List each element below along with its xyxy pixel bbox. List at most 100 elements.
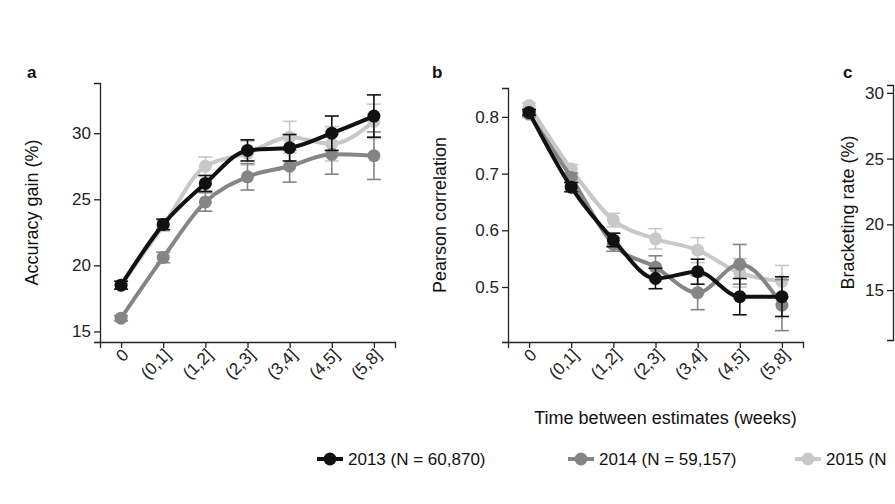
error-bar-cap bbox=[775, 276, 789, 278]
tick-label: (1,2] bbox=[587, 345, 624, 382]
point bbox=[775, 290, 788, 303]
error-bar bbox=[198, 176, 212, 192]
tick-mark bbox=[655, 342, 656, 348]
point bbox=[367, 110, 380, 123]
plot-area bbox=[114, 95, 381, 325]
error-bar bbox=[691, 238, 705, 263]
panel-label: b bbox=[432, 63, 442, 82]
x-axis: 0(0,1](1,2](2,3](3,4](4,5](5,8] bbox=[509, 342, 804, 383]
error-bar-cap bbox=[325, 173, 339, 175]
panel-label: c bbox=[843, 63, 852, 82]
tick-mark bbox=[740, 342, 741, 348]
point bbox=[649, 232, 662, 245]
point bbox=[607, 214, 620, 227]
legend: 2013 (N = 60,870)2014 (N = 59,157)2015 (… bbox=[317, 450, 886, 469]
tick-label: (2,3] bbox=[221, 345, 258, 382]
tick-label: (2,3] bbox=[629, 345, 666, 382]
point bbox=[115, 279, 128, 292]
point bbox=[283, 160, 296, 173]
error-bar bbox=[606, 233, 620, 247]
error-bar-cap bbox=[649, 255, 663, 257]
error-bar-cap bbox=[691, 283, 705, 285]
y-axis: 15202530 bbox=[72, 84, 100, 343]
tick-label: (4,5] bbox=[306, 345, 343, 382]
error-bar-cap bbox=[733, 314, 747, 316]
error-bar-cap bbox=[198, 210, 212, 212]
point bbox=[283, 141, 296, 154]
error-bar-cap bbox=[241, 163, 255, 165]
y-tick: 20 bbox=[865, 215, 893, 234]
tick-label: (0,1] bbox=[545, 345, 582, 382]
error-bar-cap bbox=[283, 160, 297, 162]
tick-label: (5,8] bbox=[348, 345, 385, 382]
error-bar-cap bbox=[775, 330, 789, 332]
error-bar bbox=[775, 277, 789, 317]
tick-label: 20 bbox=[865, 215, 884, 234]
y-axis-title: Accuracy gain (%) bbox=[22, 139, 42, 285]
point bbox=[565, 181, 578, 194]
error-bar bbox=[691, 259, 705, 284]
figure: a15202530Accuracy gain (%)0(0,1](1,2](2,… bbox=[0, 0, 895, 504]
y-axis: 15202530 bbox=[865, 84, 893, 341]
legend-marker bbox=[802, 453, 815, 466]
tick-mark bbox=[502, 230, 508, 231]
axis-line bbox=[887, 86, 894, 341]
series bbox=[114, 95, 381, 292]
tick-label: (4,5] bbox=[714, 345, 751, 382]
tick-mark bbox=[332, 342, 333, 348]
point bbox=[691, 265, 704, 278]
error-bar bbox=[198, 193, 212, 212]
tick-label: 0 bbox=[520, 345, 540, 365]
legend-label: 2015 (N bbox=[826, 450, 886, 469]
tick-label: 0.8 bbox=[475, 108, 499, 127]
error-bar-cap bbox=[649, 288, 663, 290]
tick-mark bbox=[121, 342, 122, 348]
error-bar bbox=[283, 135, 297, 161]
plot-area bbox=[522, 99, 789, 331]
tick-mark bbox=[887, 290, 893, 291]
tick-mark bbox=[887, 158, 893, 159]
tick-mark bbox=[374, 342, 375, 348]
error-bar-cap bbox=[733, 244, 747, 246]
tick-label: 0.5 bbox=[475, 278, 499, 297]
tick-label: 0.7 bbox=[475, 165, 499, 184]
point bbox=[115, 279, 128, 292]
series bbox=[522, 108, 789, 331]
error-bar-cap bbox=[198, 175, 212, 177]
error-bar-cap bbox=[283, 134, 297, 136]
y-tick: 30 bbox=[865, 84, 893, 103]
tick-mark bbox=[502, 173, 508, 174]
tick-mark bbox=[887, 93, 893, 94]
point bbox=[325, 148, 338, 161]
error-bar bbox=[241, 140, 255, 161]
tick-label: (1,2] bbox=[179, 345, 216, 382]
legend-marker bbox=[575, 453, 588, 466]
y-tick: 0.5 bbox=[475, 278, 508, 297]
x-tick: 0 bbox=[520, 342, 540, 366]
error-bar-cap bbox=[691, 258, 705, 260]
error-bar-cap bbox=[691, 237, 705, 239]
tick-mark bbox=[94, 199, 100, 200]
error-bar-cap bbox=[283, 181, 297, 183]
error-bar bbox=[606, 213, 620, 227]
point bbox=[325, 127, 338, 140]
x-tick: (3,4] bbox=[263, 342, 300, 383]
point bbox=[733, 290, 746, 303]
error-bar-cap bbox=[198, 191, 212, 193]
tick-label: 25 bbox=[865, 150, 884, 169]
legend-item: 2015 (N bbox=[795, 450, 886, 469]
tick-mark bbox=[782, 342, 783, 348]
axis-line bbox=[101, 343, 396, 349]
y-tick: 20 bbox=[72, 256, 100, 275]
point bbox=[607, 233, 620, 246]
x-tick: (1,2] bbox=[179, 342, 216, 383]
error-bar-cap bbox=[325, 115, 339, 117]
point bbox=[691, 244, 704, 257]
point bbox=[199, 177, 212, 190]
point bbox=[241, 170, 254, 183]
y-tick: 30 bbox=[72, 124, 100, 143]
x-tick: (5,8] bbox=[348, 342, 385, 383]
tick-mark bbox=[697, 342, 698, 348]
error-bar-cap bbox=[649, 228, 663, 230]
error-bar bbox=[241, 164, 255, 190]
